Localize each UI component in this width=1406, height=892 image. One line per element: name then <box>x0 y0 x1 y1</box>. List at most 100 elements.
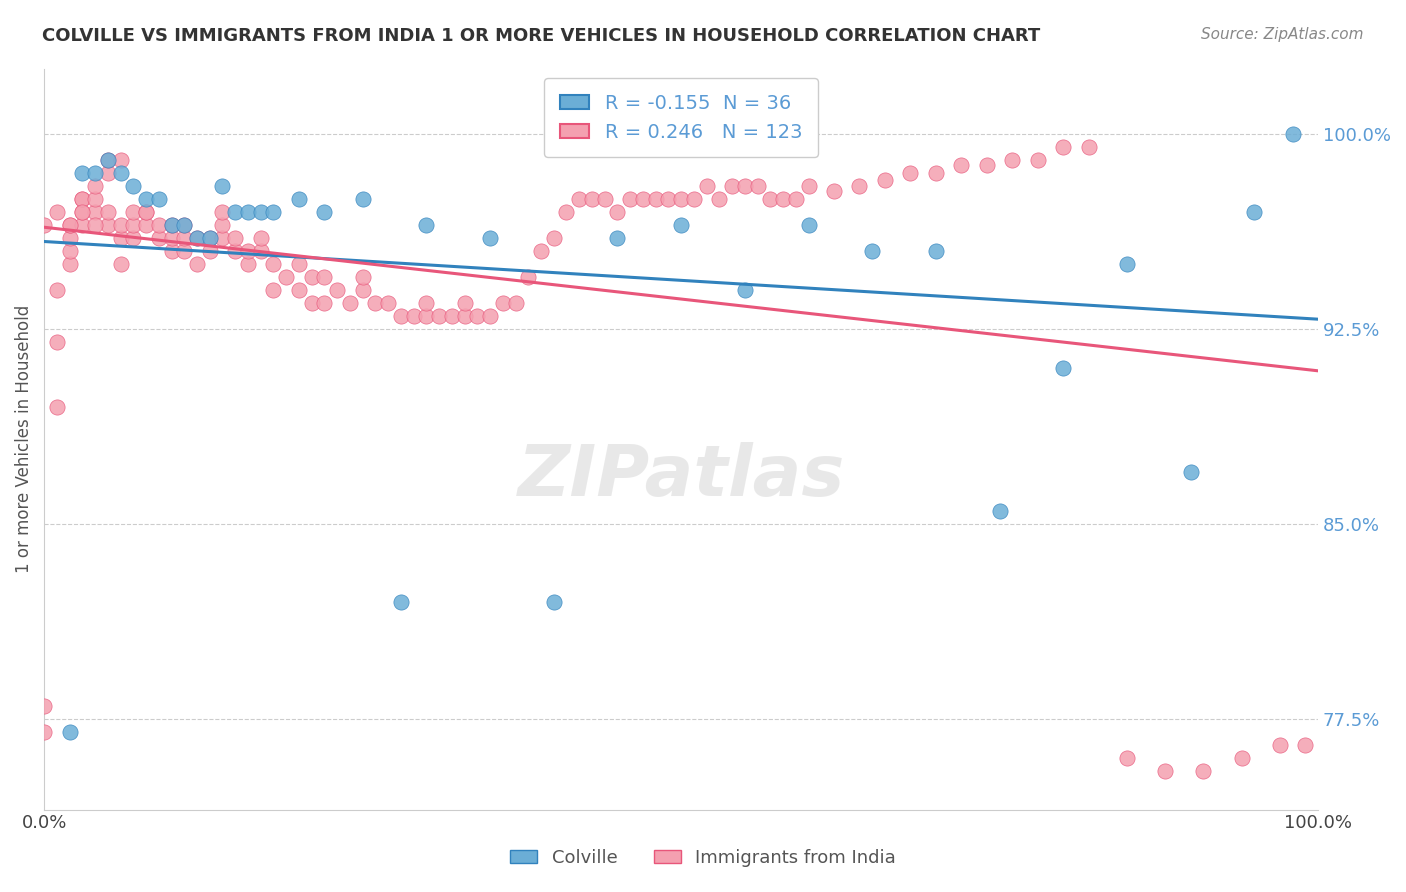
Point <box>32 218 55 232</box>
Point <box>453 309 475 323</box>
Point <box>32 724 55 739</box>
Point <box>669 218 692 232</box>
Point <box>925 244 948 258</box>
Point <box>734 283 756 297</box>
Point <box>1180 465 1202 479</box>
Point <box>211 178 233 193</box>
Point <box>160 218 183 232</box>
Point <box>198 230 221 244</box>
Point <box>58 218 80 232</box>
Point <box>135 192 157 206</box>
Point <box>1294 738 1316 752</box>
Point <box>1116 256 1139 270</box>
Point <box>1192 764 1215 778</box>
Point <box>249 244 271 258</box>
Point <box>581 192 603 206</box>
Point <box>72 192 94 206</box>
Point <box>45 400 67 414</box>
Point <box>709 192 731 206</box>
Point <box>135 204 157 219</box>
Text: ZIPatlas: ZIPatlas <box>517 442 845 510</box>
Point <box>823 184 845 198</box>
Point <box>440 309 463 323</box>
Point <box>84 192 107 206</box>
Point <box>492 295 515 310</box>
Point <box>683 192 706 206</box>
Point <box>110 218 132 232</box>
Point <box>198 244 221 258</box>
Point <box>72 204 94 219</box>
Point <box>160 230 183 244</box>
Point <box>606 230 628 244</box>
Point <box>135 204 157 219</box>
Point <box>1281 127 1303 141</box>
Point <box>122 204 145 219</box>
Point <box>747 178 769 193</box>
Point <box>58 230 80 244</box>
Point <box>236 256 259 270</box>
Point <box>925 165 948 179</box>
Point <box>873 173 896 187</box>
Point <box>314 204 336 219</box>
Point <box>72 218 94 232</box>
Legend: Colville, Immigrants from India: Colville, Immigrants from India <box>503 842 903 874</box>
Text: Source: ZipAtlas.com: Source: ZipAtlas.com <box>1201 27 1364 42</box>
Point <box>224 204 246 219</box>
Point <box>352 283 374 297</box>
Point <box>249 230 271 244</box>
Point <box>173 218 195 232</box>
Point <box>543 230 565 244</box>
Point <box>173 244 195 258</box>
Point <box>402 309 425 323</box>
Point <box>97 153 120 167</box>
Point <box>301 295 323 310</box>
Point <box>314 269 336 284</box>
Point <box>1001 153 1024 167</box>
Point <box>122 218 145 232</box>
Point <box>696 178 718 193</box>
Point <box>848 178 870 193</box>
Point <box>110 230 132 244</box>
Point <box>288 283 311 297</box>
Point <box>568 192 591 206</box>
Point <box>135 218 157 232</box>
Point <box>1052 139 1074 153</box>
Point <box>1154 764 1177 778</box>
Point <box>58 256 80 270</box>
Point <box>72 165 94 179</box>
Point <box>236 244 259 258</box>
Point <box>160 218 183 232</box>
Point <box>262 204 284 219</box>
Point <box>173 218 195 232</box>
Point <box>110 153 132 167</box>
Point <box>352 269 374 284</box>
Point <box>148 218 170 232</box>
Point <box>173 230 195 244</box>
Point <box>45 283 67 297</box>
Point <box>530 244 553 258</box>
Point <box>262 256 284 270</box>
Point <box>1243 204 1265 219</box>
Point <box>72 204 94 219</box>
Point <box>797 218 820 232</box>
Point <box>211 218 233 232</box>
Point <box>72 192 94 206</box>
Point <box>657 192 679 206</box>
Point <box>160 244 183 258</box>
Point <box>84 218 107 232</box>
Point <box>122 178 145 193</box>
Point <box>326 283 349 297</box>
Point <box>301 269 323 284</box>
Point <box>860 244 883 258</box>
Legend: R = -0.155  N = 36, R = 0.246   N = 123: R = -0.155 N = 36, R = 0.246 N = 123 <box>544 78 818 157</box>
Point <box>797 178 820 193</box>
Point <box>84 204 107 219</box>
Point <box>32 698 55 713</box>
Point <box>465 309 488 323</box>
Point <box>148 192 170 206</box>
Point <box>415 218 437 232</box>
Point <box>262 283 284 297</box>
Point <box>415 309 437 323</box>
Point <box>58 724 80 739</box>
Point <box>84 165 107 179</box>
